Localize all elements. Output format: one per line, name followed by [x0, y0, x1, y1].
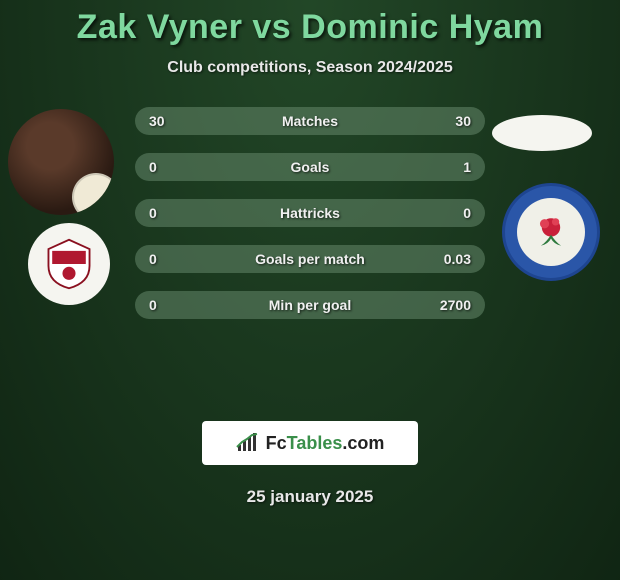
player-left-badge-icon [72, 173, 114, 215]
club-right-badge [502, 183, 600, 281]
stat-row: 0 Hattricks 0 [135, 199, 485, 227]
stat-left-value: 0 [149, 251, 189, 267]
stat-label: Min per goal [189, 297, 431, 313]
brand-prefix: Fc [266, 433, 287, 453]
stat-label: Hattricks [189, 205, 431, 221]
club-left-badge [28, 223, 110, 305]
club-right-rose-icon [528, 209, 574, 255]
stat-left-value: 0 [149, 159, 189, 175]
stats-list: 30 Matches 30 0 Goals 1 0 Hattricks 0 0 … [135, 107, 485, 319]
subtitle: Club competitions, Season 2024/2025 [0, 59, 620, 77]
stat-right-value: 1 [431, 159, 471, 175]
stat-label: Goals [189, 159, 431, 175]
stat-row: 0 Goals per match 0.03 [135, 245, 485, 273]
stat-right-value: 0 [431, 205, 471, 221]
content-wrapper: Zak Vyner vs Dominic Hyam Club competiti… [0, 0, 620, 507]
stat-right-value: 2700 [431, 297, 471, 313]
brand-suffix: .com [342, 433, 384, 453]
club-left-crest-icon [41, 236, 97, 292]
player-right-avatar [492, 115, 592, 151]
player-left-avatar [8, 109, 114, 215]
stat-row: 30 Matches 30 [135, 107, 485, 135]
date-line: 25 january 2025 [0, 487, 620, 507]
stat-right-value: 30 [431, 113, 471, 129]
brand-main: Tables [287, 433, 343, 453]
page-title: Zak Vyner vs Dominic Hyam [0, 8, 620, 47]
comparison-area: 30 Matches 30 0 Goals 1 0 Hattricks 0 0 … [0, 107, 620, 407]
stat-left-value: 0 [149, 297, 189, 313]
stat-label: Goals per match [189, 251, 431, 267]
brand-box[interactable]: FcTables.com [202, 421, 418, 465]
brand-text: FcTables.com [266, 433, 385, 454]
stat-row: 0 Min per goal 2700 [135, 291, 485, 319]
stat-right-value: 0.03 [431, 251, 471, 267]
club-right-inner [517, 198, 585, 266]
stat-row: 0 Goals 1 [135, 153, 485, 181]
stat-left-value: 30 [149, 113, 189, 129]
stat-label: Matches [189, 113, 431, 129]
chart-icon [236, 433, 260, 453]
stat-left-value: 0 [149, 205, 189, 221]
